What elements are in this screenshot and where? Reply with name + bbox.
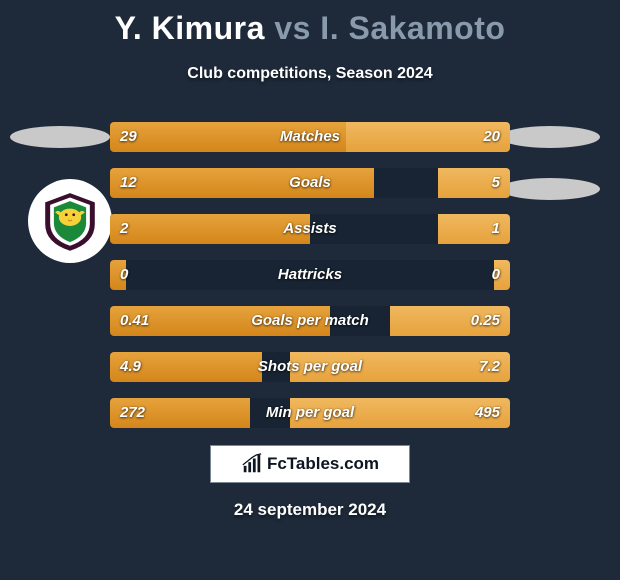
- club-badge: [28, 179, 112, 263]
- stats-bars: 2920Matches 125Goals 21Assists 00Hattricks 0…: [110, 122, 510, 444]
- decorative-ellipse: [10, 126, 110, 148]
- player1-name: Y. Kimura: [115, 10, 265, 46]
- decorative-ellipse: [500, 178, 600, 200]
- player2-name: I. Sakamoto: [320, 10, 505, 46]
- tokyo-verdy-icon: [39, 190, 101, 252]
- decorative-ellipse: [500, 126, 600, 148]
- footer-date: 24 september 2024: [0, 500, 620, 520]
- stat-label: Hattricks: [110, 260, 510, 290]
- stat-row: 2920Matches: [110, 122, 510, 152]
- comparison-title: Y. Kimura vs I. Sakamoto: [0, 0, 620, 47]
- stat-row: 00Hattricks: [110, 260, 510, 290]
- stat-row: 21Assists: [110, 214, 510, 244]
- stat-row: 0.410.25Goals per match: [110, 306, 510, 336]
- stat-label: Matches: [110, 122, 510, 152]
- stat-label: Min per goal: [110, 398, 510, 428]
- stat-row: 4.97.2Shots per goal: [110, 352, 510, 382]
- vs-text: vs: [274, 10, 311, 46]
- stat-label: Goals: [110, 168, 510, 198]
- brand-text: FcTables.com: [267, 454, 379, 474]
- fctables-logo: FcTables.com: [210, 445, 410, 483]
- stat-label: Shots per goal: [110, 352, 510, 382]
- stat-row: 125Goals: [110, 168, 510, 198]
- subtitle: Club competitions, Season 2024: [0, 65, 620, 83]
- stat-label: Assists: [110, 214, 510, 244]
- stat-label: Goals per match: [110, 306, 510, 336]
- stat-row: 272495Min per goal: [110, 398, 510, 428]
- chart-icon: [241, 453, 263, 475]
